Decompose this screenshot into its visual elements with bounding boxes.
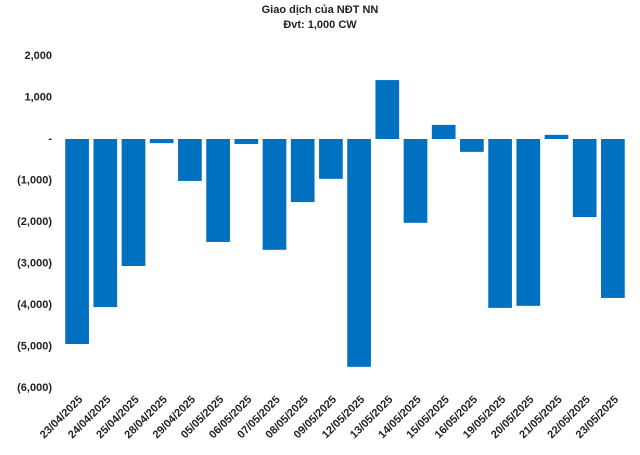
bar (206, 139, 230, 242)
y-tick-label: (5,000) (17, 340, 52, 352)
bar (375, 80, 400, 139)
bar (516, 139, 541, 306)
y-tick-label: (3,000) (17, 257, 52, 269)
y-tick-label: (2,000) (17, 216, 52, 228)
bar (290, 139, 315, 203)
y-tick-label: (4,000) (17, 299, 52, 311)
chart-subtitle: Đvt: 1,000 CW (283, 19, 357, 31)
y-tick-label: (6,000) (17, 382, 52, 394)
bar (319, 139, 343, 179)
y-tick-label: (1,000) (17, 174, 52, 186)
bar (65, 139, 89, 345)
bar (178, 139, 202, 181)
bar (544, 134, 569, 139)
chart-title: Giao dịch của NĐT NN (262, 4, 379, 16)
bar (431, 124, 456, 139)
y-tick-label: 1,000 (24, 91, 52, 103)
bar (149, 139, 174, 144)
bar (403, 139, 428, 223)
y-tick-label: 2,000 (24, 50, 52, 62)
bar (262, 139, 287, 250)
bar (572, 139, 597, 218)
bar (234, 139, 259, 144)
bar (460, 139, 484, 152)
bar (347, 139, 371, 367)
bar (121, 139, 146, 266)
y-tick-label: - (48, 133, 52, 145)
bar (601, 139, 625, 298)
bar (488, 139, 512, 308)
bar (93, 139, 118, 308)
